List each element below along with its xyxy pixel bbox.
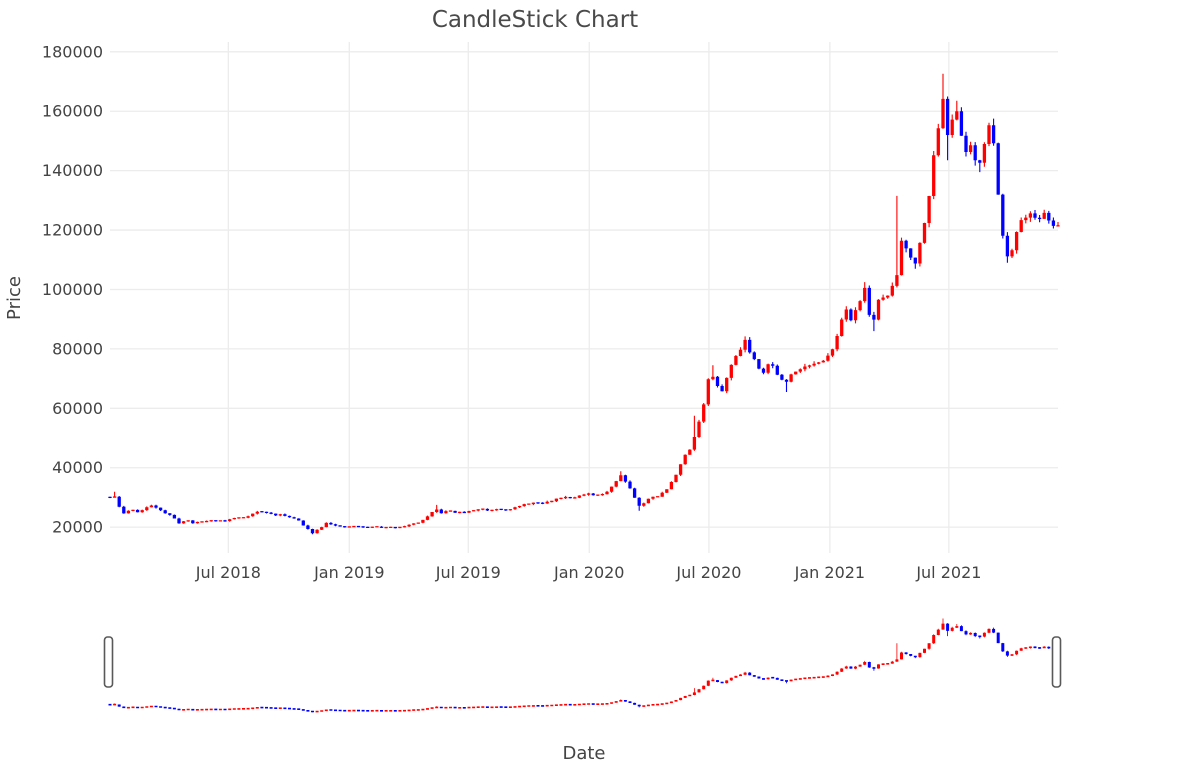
y-tick-label: 100000 — [42, 280, 103, 299]
x-tick-label: Jul 2020 — [675, 563, 741, 582]
x-tick-label: Jan 2019 — [313, 563, 384, 582]
y-axis-title: Price — [4, 276, 25, 320]
plot-area[interactable] — [110, 42, 1058, 553]
x-tick-label: Jul 2018 — [195, 563, 261, 582]
decreasing-candle-bodies — [108, 98, 1056, 534]
decreasing-candle-bodies — [108, 623, 1055, 713]
y-tick-label: 180000 — [42, 42, 103, 61]
chart-title: CandleStick Chart — [432, 7, 638, 33]
rangeslider-left-handle[interactable] — [103, 636, 114, 688]
x-tick-label: Jul 2019 — [435, 563, 501, 582]
x-axis-title: Date — [562, 743, 605, 764]
y-tick-label: 80000 — [52, 339, 103, 358]
y-tick-label: 60000 — [52, 399, 103, 418]
rangeslider-track[interactable] — [110, 612, 1058, 716]
y-tick-label: 140000 — [42, 161, 103, 180]
y-tick-label: 160000 — [42, 102, 103, 121]
y-tick-label: 40000 — [52, 458, 103, 477]
increasing-candle-bodies — [112, 98, 1060, 534]
x-tick-label: Jul 2021 — [915, 563, 981, 582]
x-tick-label: Jan 2021 — [794, 563, 865, 582]
y-tick-label: 120000 — [42, 221, 103, 240]
rangeslider-chart — [108, 618, 1060, 713]
candlestick-series — [108, 73, 1060, 535]
increasing-candle-bodies — [113, 623, 1060, 713]
x-axis-tick-labels: Jul 2018 Jan 2019 Jul 2019 Jan 2020 Jul 2020… — [195, 563, 982, 582]
y-tick-label: 20000 — [52, 518, 103, 537]
rangeslider-right-handle[interactable] — [1051, 636, 1062, 688]
gridlines — [110, 42, 1058, 553]
y-axis-tick-labels: 20000 40000 60000 80000 100000 120000 140000 16… — [42, 42, 103, 536]
x-tick-label: Jan 2020 — [553, 563, 624, 582]
